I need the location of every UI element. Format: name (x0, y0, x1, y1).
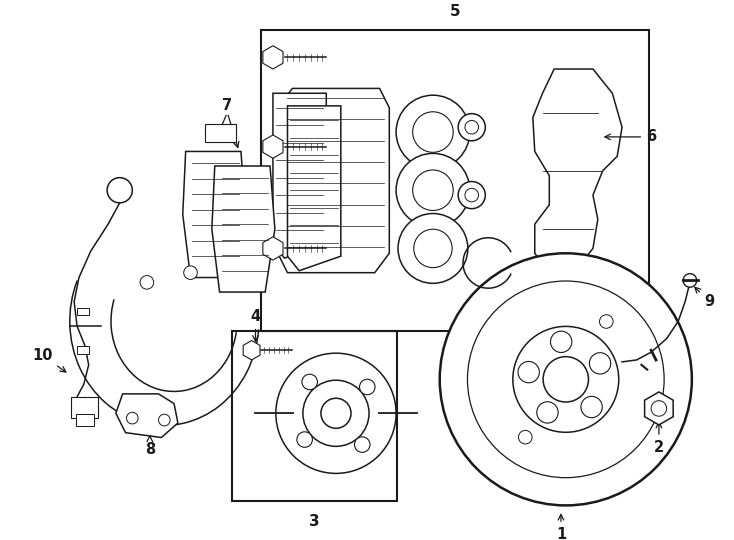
Text: 2: 2 (654, 422, 664, 455)
Circle shape (458, 181, 485, 208)
Text: 1: 1 (556, 515, 566, 540)
Circle shape (468, 281, 664, 478)
Circle shape (537, 402, 558, 423)
Circle shape (513, 326, 619, 433)
Circle shape (396, 153, 470, 227)
Bar (205, 124, 236, 142)
Bar (71, 397, 98, 418)
Polygon shape (237, 224, 256, 248)
Circle shape (414, 229, 452, 268)
Text: 6: 6 (605, 130, 656, 144)
Circle shape (465, 120, 479, 134)
Circle shape (297, 432, 313, 447)
Circle shape (355, 437, 370, 453)
Circle shape (600, 315, 613, 328)
Text: 5: 5 (450, 4, 460, 18)
Circle shape (581, 396, 603, 417)
Circle shape (184, 266, 197, 280)
Bar (77, 308, 89, 315)
Text: 4: 4 (250, 309, 261, 341)
Polygon shape (288, 106, 341, 271)
Circle shape (458, 113, 485, 141)
Bar (261, 30, 649, 331)
Bar (77, 346, 89, 354)
Circle shape (159, 414, 170, 426)
Circle shape (140, 275, 153, 289)
Circle shape (413, 112, 453, 152)
Polygon shape (243, 341, 260, 360)
Text: 8: 8 (145, 436, 155, 457)
Circle shape (543, 356, 589, 402)
Circle shape (518, 430, 532, 444)
Polygon shape (263, 46, 283, 69)
Text: 3: 3 (309, 514, 320, 529)
Circle shape (360, 379, 375, 395)
Text: 7: 7 (222, 98, 233, 113)
Circle shape (683, 274, 697, 287)
Circle shape (396, 95, 470, 169)
Circle shape (465, 188, 479, 202)
Circle shape (276, 353, 396, 474)
Circle shape (398, 213, 468, 284)
Circle shape (651, 401, 666, 416)
Polygon shape (183, 151, 246, 278)
Text: 9: 9 (695, 287, 714, 309)
Polygon shape (263, 135, 283, 158)
Text: 10: 10 (32, 348, 66, 372)
Circle shape (107, 178, 132, 203)
Bar (232, 331, 397, 501)
Polygon shape (644, 392, 673, 425)
Polygon shape (273, 93, 327, 258)
Circle shape (589, 353, 611, 374)
Bar (76, 414, 93, 426)
Polygon shape (116, 394, 178, 437)
Polygon shape (533, 69, 622, 273)
Circle shape (518, 361, 539, 383)
Polygon shape (212, 166, 275, 292)
Circle shape (413, 170, 453, 211)
Circle shape (321, 398, 351, 428)
Circle shape (550, 331, 572, 353)
Polygon shape (277, 89, 389, 273)
Circle shape (302, 374, 317, 390)
Circle shape (303, 380, 369, 447)
Circle shape (126, 413, 138, 424)
Circle shape (440, 253, 692, 505)
Polygon shape (263, 237, 283, 260)
